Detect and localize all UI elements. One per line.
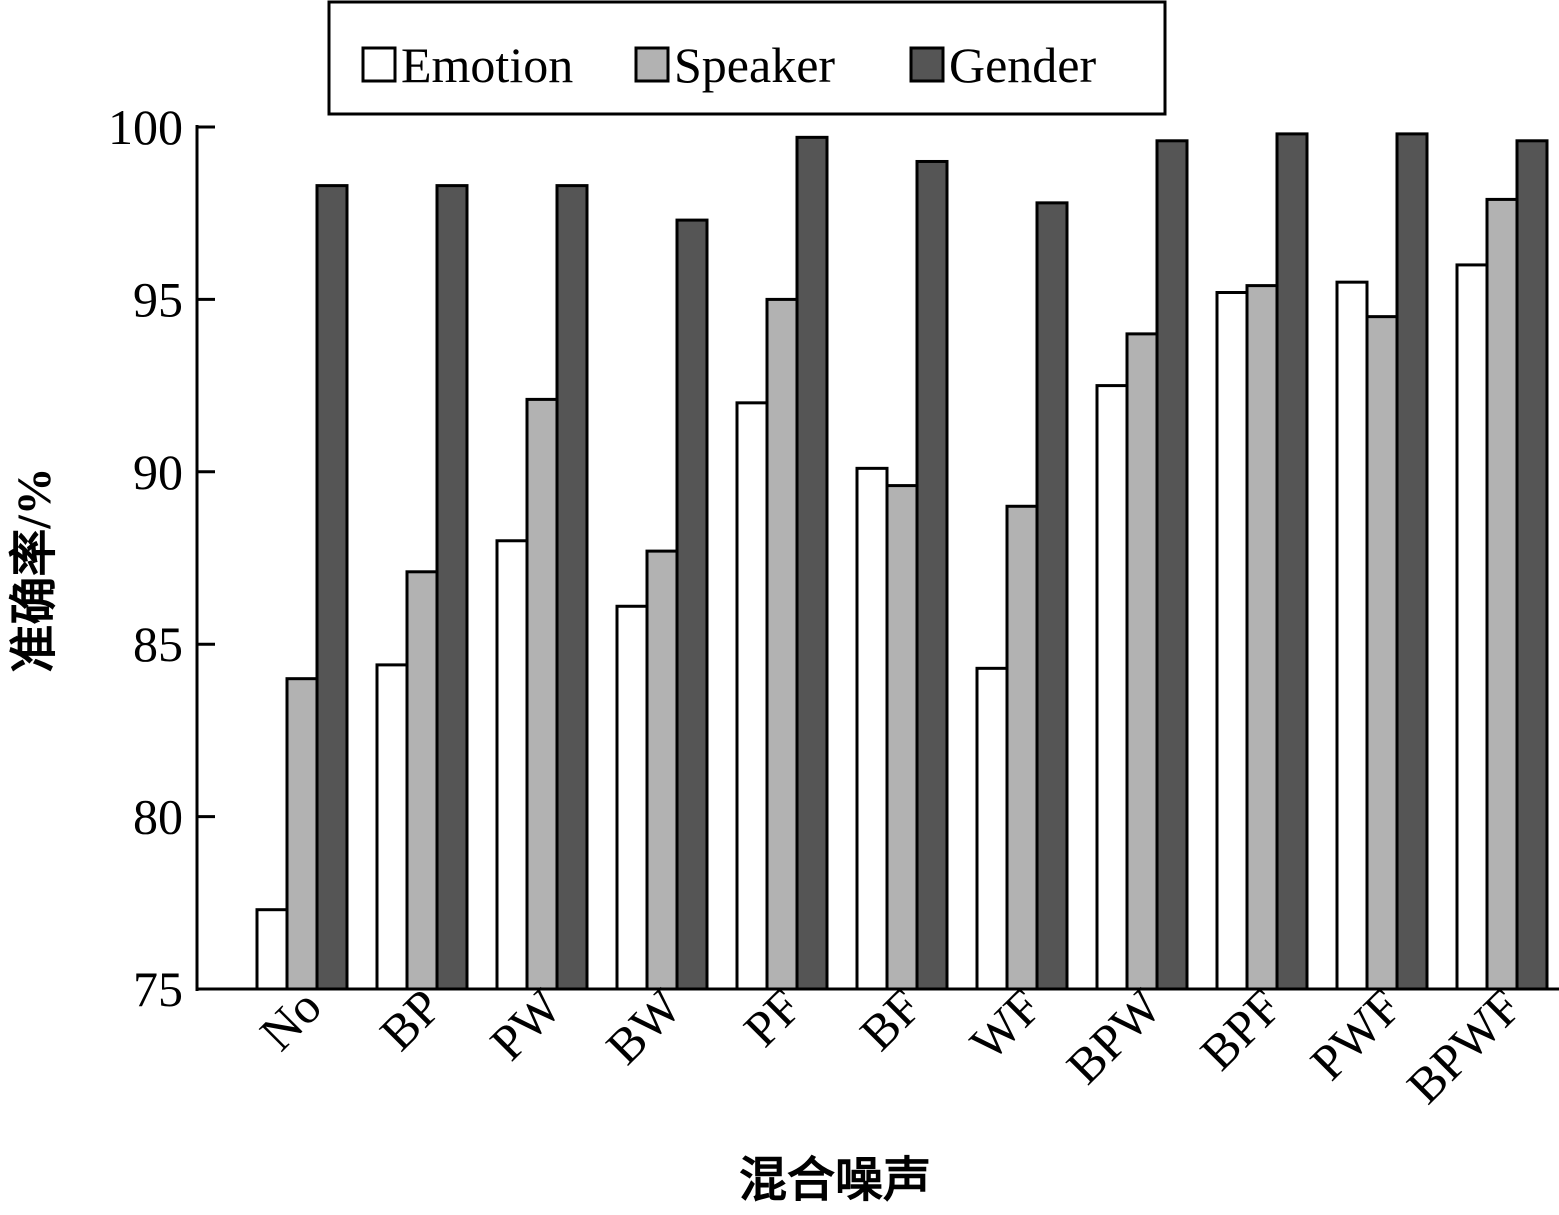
y-tick-label: 85 [133,616,183,672]
bar-speaker-pf [765,297,799,991]
bar-gender-bpf [1275,132,1309,991]
x-tick-label: No [249,978,332,1061]
y-tick-label: 80 [133,789,183,845]
bar-gender-pf [795,135,829,991]
y-tick-label: 90 [133,444,183,500]
y-axis-title: 准确率/% [8,467,61,672]
bar-gender-bf [915,159,949,991]
bar-gender-wf [1035,201,1069,991]
bar-speaker-wf [1005,504,1039,991]
x-tick-label: BP [369,978,452,1061]
bar-speaker-pw [525,397,559,991]
x-tick-label: PW [479,978,572,1071]
bar-speaker-bp [405,570,439,991]
bar-speaker-bf [885,484,919,991]
legend-swatch-speaker [634,46,670,83]
bar-speaker-bpw [1125,332,1159,991]
y-axis: 75 80 85 90 95 100 [108,99,215,1017]
bar-gender-no [315,184,349,991]
bar-emotion-pw [495,539,529,991]
legend-label-gender: Gender [949,37,1096,93]
bar-emotion-pwf [1335,280,1369,991]
legend-swatch-emotion [361,46,397,83]
bar-gender-bpwf [1515,139,1549,991]
x-tick-label: BPW [1056,978,1173,1095]
bar-emotion-wf [975,666,1009,991]
x-tick-label: BW [595,978,692,1075]
x-tick-label: WF [959,978,1052,1071]
legend-box [327,0,1167,116]
legend-swatch-gender [909,46,945,83]
bar-gender-bw [675,218,709,991]
bar-speaker-bpwf [1485,197,1519,991]
y-tick-label: 75 [133,961,183,1017]
x-tick-label: PWF [1299,978,1411,1090]
bar-emotion-no [255,908,289,991]
legend-label-speaker: Speaker [674,37,835,93]
bar-emotion-bp [375,663,409,991]
bar-gender-bp [435,184,469,991]
x-axis-title: 混合噪声 [739,1154,931,1207]
y-tick-label: 100 [108,99,183,155]
bar-speaker-bpf [1245,284,1279,991]
x-tick-label: BPF [1189,978,1292,1081]
bars [255,132,1549,991]
bar-gender-bpw [1155,139,1189,991]
bar-emotion-bw [615,604,649,991]
y-tick-label: 95 [133,271,183,327]
bar-emotion-bpwf [1455,263,1489,991]
bar-emotion-bf [855,466,889,991]
bar-gender-pw [555,184,589,991]
bar-emotion-bpw [1095,384,1129,991]
x-tick-label: BPWF [1396,978,1532,1114]
bar-emotion-bpf [1215,291,1249,991]
bar-speaker-pwf [1365,315,1399,991]
bar-speaker-no [285,677,319,991]
bar-speaker-bw [645,549,679,991]
legend-label-emotion: Emotion [401,37,573,93]
bar-emotion-pf [735,401,769,991]
legend: Emotion Speaker Gender [327,0,1167,116]
x-tick-label: BF [849,978,932,1061]
bar-gender-pwf [1395,132,1429,991]
